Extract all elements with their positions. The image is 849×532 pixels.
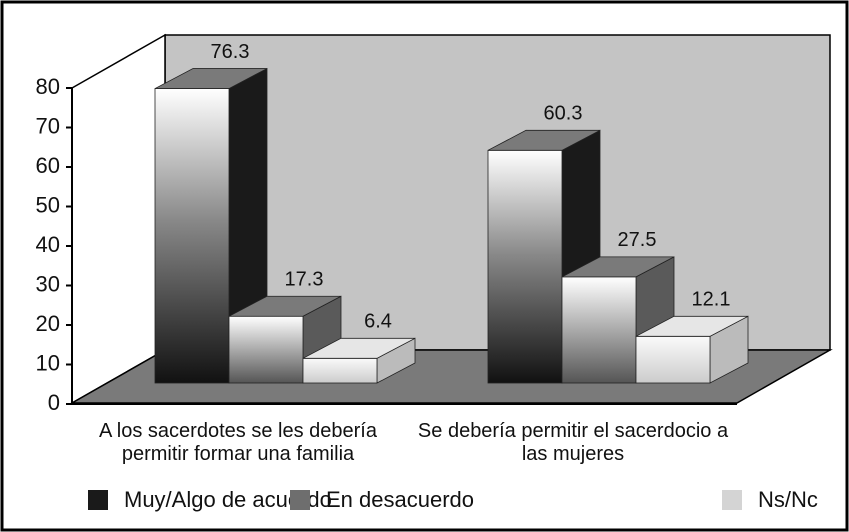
legend-swatch <box>722 490 742 510</box>
bar-top <box>561 256 675 278</box>
bar <box>487 149 563 384</box>
y-tick-label: 20 <box>36 311 60 336</box>
y-tick-label: 10 <box>36 350 60 375</box>
value-label: 17.3 <box>285 269 324 291</box>
y-tick-label: 30 <box>36 271 60 296</box>
y-tick-label: 70 <box>36 113 60 138</box>
value-label: 76.3 <box>211 41 250 63</box>
y-tick-label: 40 <box>36 232 60 257</box>
value-label: 12.1 <box>692 289 731 311</box>
bar-top <box>228 295 342 317</box>
legend-label: Ns/Nc <box>758 487 818 512</box>
bar <box>561 276 637 384</box>
legend-label: En desacuerdo <box>326 487 474 512</box>
side-wall <box>71 33 166 405</box>
value-label: 27.5 <box>618 229 657 251</box>
bar <box>302 357 378 384</box>
legend-swatch <box>88 490 108 510</box>
bar-top <box>302 337 416 359</box>
value-label: 60.3 <box>544 103 583 125</box>
bar-top <box>487 129 601 151</box>
value-label: 6.4 <box>364 311 392 333</box>
bar-top <box>154 68 268 89</box>
bar-top <box>635 315 749 337</box>
bar <box>228 315 304 384</box>
y-tick-label: 60 <box>36 153 60 178</box>
y-tick-label: 50 <box>36 192 60 217</box>
x-tick-label: A los sacerdotes se les debería permitir… <box>99 420 377 465</box>
y-tick-label: 0 <box>48 390 60 415</box>
x-tick-label: Se debería permitir el sacerdocio a las … <box>417 420 729 465</box>
bar <box>154 88 230 384</box>
legend-swatch <box>290 490 310 510</box>
y-tick-label: 80 <box>36 74 60 99</box>
bar <box>635 335 711 384</box>
